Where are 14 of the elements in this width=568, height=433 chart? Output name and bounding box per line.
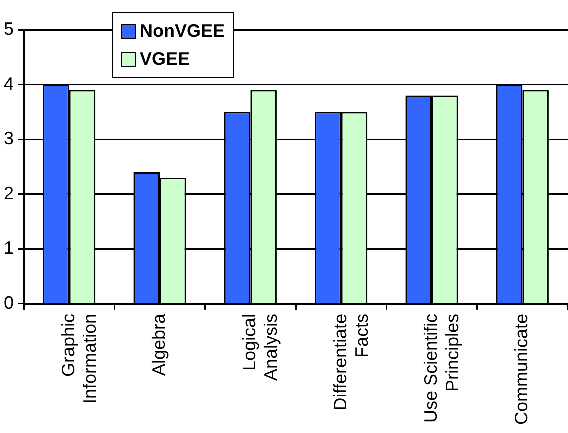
x-tick-label: Communicate <box>512 314 532 426</box>
y-tick-label: 4 <box>4 74 14 94</box>
legend-label: NonVGEE <box>140 20 226 43</box>
x-tick-label: Differentiate Facts <box>330 314 372 411</box>
x-tick-label: Use Scientific Principles <box>420 314 463 424</box>
legend-label: VGEE <box>140 48 190 71</box>
y-tick-label: 5 <box>4 18 14 39</box>
x-tick-label: Graphic Information <box>58 314 100 404</box>
y-tick-label: 0 <box>4 292 14 313</box>
y-tick-label: 2 <box>4 183 14 204</box>
y-tick-label: 1 <box>4 238 14 258</box>
x-tick-label: Algebra <box>148 312 169 376</box>
y-tick-label: 3 <box>4 128 14 149</box>
x-tick-label: Logical Analysis <box>240 314 282 381</box>
